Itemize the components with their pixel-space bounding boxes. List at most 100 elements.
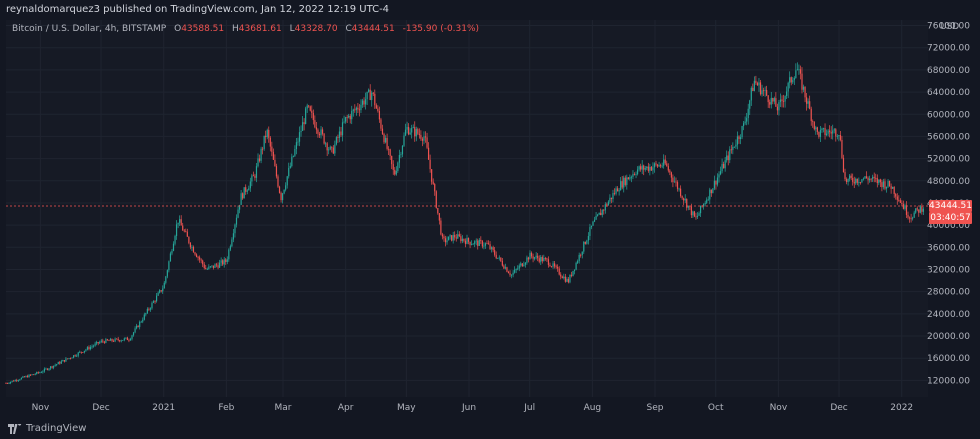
candle-body <box>507 271 510 274</box>
candle-body <box>431 169 433 182</box>
candle-body <box>195 254 198 258</box>
candle-body <box>822 128 825 129</box>
candle-body <box>111 338 113 341</box>
candle-body <box>48 368 50 370</box>
candle-body <box>132 332 135 336</box>
candle-body <box>286 176 288 186</box>
candle-body <box>477 240 479 246</box>
candle-body <box>592 221 594 226</box>
candle-body <box>856 178 858 183</box>
candle-body <box>749 100 751 109</box>
candle-body <box>440 220 442 235</box>
candle-body <box>696 215 699 218</box>
y-tick-label: 28000.00 <box>927 288 970 298</box>
candle-body <box>699 205 702 214</box>
candle-body <box>441 234 444 237</box>
candle-body <box>497 257 499 259</box>
candle-body <box>223 259 225 265</box>
candle-body <box>26 376 29 378</box>
candle-body <box>796 69 798 71</box>
candle-body <box>703 203 705 207</box>
candle-body <box>209 266 211 268</box>
candle-body <box>541 257 543 262</box>
tradingview-brand[interactable]: TradingView <box>8 423 86 434</box>
candle-body <box>123 338 125 341</box>
candle-body <box>408 127 410 135</box>
candle-body <box>561 276 563 279</box>
candle-body <box>762 90 765 92</box>
candle-body <box>852 177 854 182</box>
candle-body <box>563 276 565 279</box>
candle-body <box>169 253 172 262</box>
candle-body <box>484 243 487 246</box>
chart-area[interactable] <box>6 20 928 397</box>
candle-body <box>444 238 447 243</box>
candle-body <box>205 267 207 270</box>
candle-body <box>839 135 842 140</box>
candle-body <box>6 383 9 384</box>
candle-body <box>28 374 30 378</box>
candle-body <box>503 265 505 269</box>
candle-body <box>129 338 132 341</box>
candle-body <box>606 204 608 206</box>
candle-body <box>873 176 875 178</box>
candle-body <box>616 188 619 192</box>
candle-body <box>245 187 247 192</box>
candle-body <box>517 268 519 270</box>
candle-body <box>644 168 646 170</box>
candle-body <box>180 219 182 226</box>
candle-body <box>658 165 660 167</box>
candle-body <box>94 343 96 346</box>
candle-body <box>549 264 551 267</box>
candle-body <box>604 204 606 211</box>
candle-body <box>197 257 199 258</box>
candle-body <box>716 177 719 185</box>
candle-body <box>624 177 626 185</box>
candle-body <box>786 91 788 96</box>
candle-body <box>82 352 84 353</box>
candle-body <box>343 121 345 123</box>
candle-body <box>154 301 156 302</box>
candle-body <box>142 319 144 322</box>
candle-body <box>166 270 168 277</box>
candle-body <box>266 129 268 138</box>
candle-body <box>795 70 797 78</box>
candle-body <box>876 178 878 184</box>
candle-body <box>853 181 855 184</box>
candle-body <box>638 166 640 170</box>
y-tick-label: 32000.00 <box>927 265 970 275</box>
candle-body <box>494 250 496 255</box>
candle-body <box>560 274 562 277</box>
candle-body <box>357 107 359 110</box>
candle-body <box>615 188 617 194</box>
candle-body <box>815 127 817 130</box>
candle-body <box>248 188 250 191</box>
candle-body <box>384 137 387 143</box>
candle-body <box>683 198 685 201</box>
currency-label[interactable]: USD <box>940 22 960 32</box>
candle-body <box>79 351 81 353</box>
candle-body <box>790 77 792 83</box>
candle-body <box>709 189 711 200</box>
candle-body <box>612 193 614 200</box>
candle-body <box>381 128 384 135</box>
candle-body <box>20 377 22 380</box>
last-price-tag: 43444.51 <box>929 200 972 213</box>
candle-body <box>578 254 580 262</box>
tradingview-logo-icon <box>8 423 22 434</box>
candle-body <box>827 130 829 134</box>
candle-body <box>483 245 485 247</box>
candle-body <box>36 372 38 374</box>
candle-body <box>713 180 716 189</box>
candle-body <box>646 166 648 169</box>
candle-body <box>208 266 210 270</box>
candle-body <box>492 247 494 251</box>
candle-body <box>418 133 420 135</box>
candle-body <box>621 181 623 188</box>
candle-body <box>54 364 56 366</box>
candle-body <box>291 156 293 167</box>
candle-body <box>872 176 874 179</box>
candle-body <box>669 170 671 173</box>
candle-body <box>305 108 307 125</box>
